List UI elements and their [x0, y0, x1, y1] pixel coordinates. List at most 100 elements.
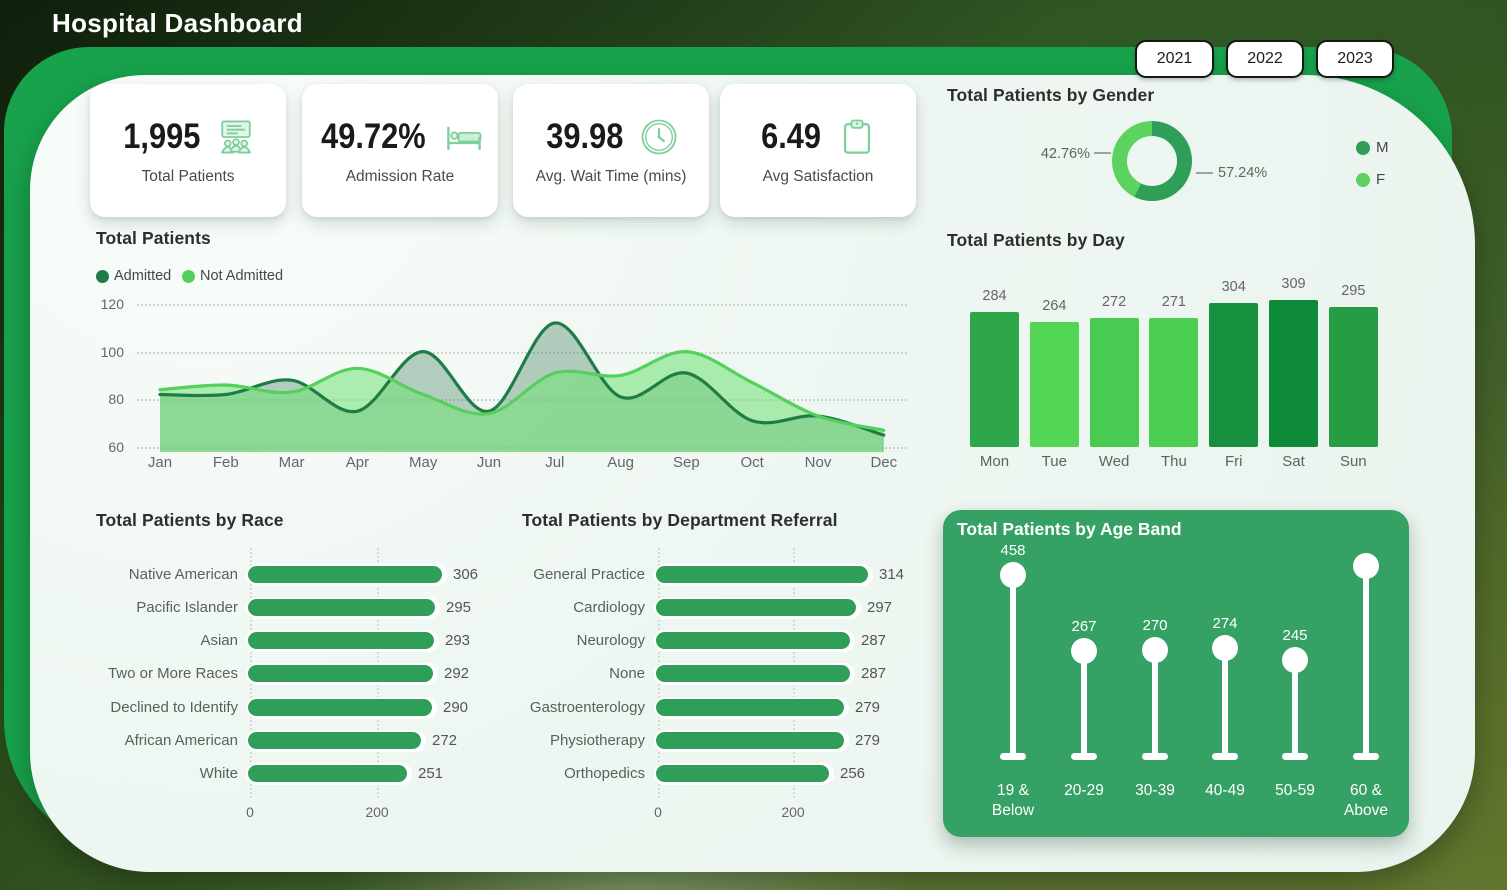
- day-bar-Fri[interactable]: [1209, 303, 1259, 447]
- hospital-bed-icon: [442, 115, 486, 159]
- bar-value: 272: [432, 731, 458, 749]
- lollipop-point-0[interactable]: [1000, 562, 1026, 588]
- lollipop-stem-4: [1292, 660, 1298, 757]
- legend-label: M: [1376, 139, 1389, 156]
- year-button-2021[interactable]: 2021: [1135, 40, 1214, 78]
- bar-5[interactable]: [248, 731, 421, 749]
- lollipop-base-3: [1212, 753, 1238, 760]
- day-bar-Sun[interactable]: [1328, 307, 1378, 447]
- x-tick-0: 0: [246, 804, 254, 820]
- donut-label-f: 42.76%: [1040, 146, 1090, 162]
- monthly-legend-item-0[interactable]: Admitted: [96, 268, 171, 284]
- line-series-1[interactable]: [158, 349, 886, 432]
- lollipop-base-1: [1071, 753, 1097, 760]
- clipboard-icon: [835, 115, 879, 159]
- bar-2[interactable]: [248, 632, 434, 650]
- x-axis-label-Oct: Oct: [740, 454, 764, 471]
- bar-1[interactable]: [656, 599, 856, 617]
- age-band-card: Total Patients by Age Band 458 19 & Below 2…: [943, 510, 1409, 837]
- monthly-area-chart[interactable]: [130, 293, 910, 455]
- day-bar-Wed[interactable]: [1089, 318, 1139, 447]
- bar-0[interactable]: [248, 566, 442, 583]
- gender-legend-item-m[interactable]: M: [1356, 139, 1389, 156]
- year-button-2022[interactable]: 2022: [1226, 40, 1304, 78]
- kpi-value: 49.72%: [321, 117, 426, 156]
- x-axis-label-Feb: Feb: [212, 454, 239, 471]
- bar-4[interactable]: [656, 698, 844, 716]
- legend-dot: [96, 269, 109, 283]
- day-bar-value: 304: [1221, 279, 1246, 295]
- day-bar-Sat[interactable]: [1269, 300, 1318, 447]
- bar-value: 292: [444, 665, 470, 683]
- lollipop-base-2: [1142, 753, 1168, 760]
- bar-6[interactable]: [248, 764, 407, 782]
- bar-3[interactable]: [248, 665, 433, 683]
- category-label-2: Asian: [200, 632, 238, 650]
- day-bar-value: 284: [982, 288, 1007, 304]
- y-axis-label-100: 100: [100, 344, 124, 360]
- day-bar-Tue[interactable]: [1029, 322, 1079, 447]
- age-category-label-1: 20-29: [1064, 782, 1104, 799]
- kpi-card-top: 1,995: [118, 115, 259, 159]
- kpi-label: Avg Satisfaction: [762, 168, 874, 185]
- category-label-4: Gastroenterology: [529, 698, 645, 716]
- kpi-card-2: 49.72% Admission Rate: [302, 84, 498, 217]
- lollipop-base-0: [1000, 753, 1026, 760]
- bar-value: 279: [855, 698, 881, 716]
- bar-6[interactable]: [656, 764, 829, 782]
- monthly-legend-item-1[interactable]: Not Admitted: [182, 268, 283, 284]
- kpi-card-3: 39.98 Avg. Wait Time (mins): [513, 84, 709, 217]
- kpi-card-1: 1,995 Total Patients: [90, 84, 286, 217]
- bar-value: 290: [443, 698, 469, 716]
- x-axis-label-Jul: Jul: [545, 454, 565, 471]
- age-category-label-5: 60 & Above: [1344, 782, 1388, 819]
- day-bar-value: 272: [1101, 294, 1127, 310]
- legend-label: Not Admitted: [200, 268, 284, 284]
- gender-donut-chart[interactable]: [1112, 121, 1192, 201]
- kpi-label: Avg. Wait Time (mins): [535, 168, 687, 185]
- category-label-1: Cardiology: [573, 599, 645, 617]
- bar-4[interactable]: [248, 698, 432, 716]
- day-category-label: Thu: [1160, 453, 1187, 470]
- bar-0[interactable]: [656, 566, 868, 583]
- legend-dot: [182, 269, 195, 283]
- lollipop-stem-2: [1152, 650, 1158, 757]
- lollipop-stem-0: [1010, 575, 1016, 757]
- by-department-chart-title: Total Patients by Department Referral: [522, 510, 838, 530]
- category-label-5: Physiotherapy: [549, 731, 645, 749]
- line-series-0[interactable]: [158, 321, 886, 437]
- legend-label: F: [1376, 171, 1386, 188]
- lollipop-point-2[interactable]: [1142, 637, 1168, 663]
- day-bar-value: 309: [1281, 276, 1306, 292]
- bar-1[interactable]: [248, 599, 435, 617]
- bar-value: 295: [446, 599, 472, 617]
- x-tick-0: 0: [654, 804, 662, 820]
- lollipop-point-3[interactable]: [1212, 635, 1238, 661]
- area-series-1[interactable]: [160, 351, 884, 452]
- day-category-label: Sun: [1339, 453, 1367, 470]
- legend-dot: [1356, 172, 1370, 187]
- gridline-y-120: [137, 304, 907, 306]
- x-axis-label-Dec: Dec: [870, 454, 898, 471]
- age-category-label-4: 50-59: [1275, 782, 1315, 799]
- bar-2[interactable]: [656, 632, 850, 650]
- lollipop-point-1[interactable]: [1071, 638, 1097, 664]
- x-axis-label-Jun: Jun: [476, 454, 502, 471]
- kpi-label: Admission Rate: [345, 168, 455, 185]
- bar-5[interactable]: [656, 731, 844, 749]
- day-bar-Mon[interactable]: [970, 312, 1019, 447]
- bar-value: 297: [867, 599, 893, 617]
- category-label-0: Native American: [128, 566, 238, 583]
- gender-chart-title: Total Patients by Gender: [947, 85, 1155, 105]
- lollipop-point-4[interactable]: [1282, 647, 1308, 673]
- day-category-label: Mon: [979, 453, 1010, 470]
- legend-dot: [1356, 140, 1370, 155]
- lollipop-point-5[interactable]: [1353, 553, 1379, 579]
- kpi-label: Total Patients: [141, 168, 235, 185]
- category-label-6: White: [199, 764, 238, 782]
- gender-legend-item-f[interactable]: F: [1356, 171, 1385, 188]
- age-category-label-3: 40-49: [1205, 782, 1245, 799]
- day-bar-Thu[interactable]: [1149, 318, 1199, 447]
- bar-3[interactable]: [656, 665, 850, 683]
- year-button-2023[interactable]: 2023: [1316, 40, 1394, 78]
